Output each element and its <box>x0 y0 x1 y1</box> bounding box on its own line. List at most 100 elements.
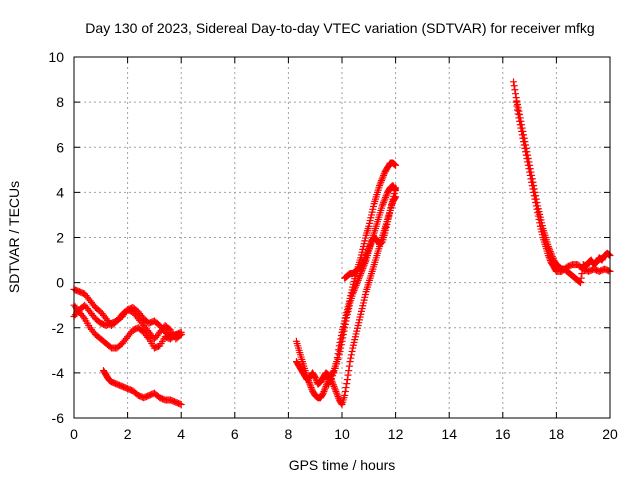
data-point-marker <box>530 192 538 200</box>
data-point-marker <box>532 202 540 210</box>
data-point-marker <box>512 90 520 98</box>
data-point-marker <box>345 362 353 370</box>
x-tick-label: 6 <box>231 426 239 442</box>
x-tick-label: 18 <box>549 426 565 442</box>
data-point-marker <box>341 387 349 395</box>
data-point-marker <box>332 387 340 395</box>
data-point-marker <box>526 168 534 176</box>
y-tick-label: -2 <box>52 320 65 336</box>
data-point-marker <box>510 82 518 90</box>
data-point-marker <box>307 384 315 392</box>
data-point-marker <box>522 148 530 156</box>
data-point-marker <box>345 367 353 375</box>
data-point-marker <box>366 241 374 249</box>
data-point-marker <box>381 195 389 203</box>
data-point-marker <box>520 138 528 146</box>
data-point-marker <box>546 255 554 263</box>
y-tick-label: 4 <box>56 184 64 200</box>
data-point-marker <box>331 386 339 394</box>
data-point-marker <box>382 192 390 200</box>
data-point-marker <box>342 384 350 392</box>
data-point-marker <box>513 102 521 110</box>
data-point-marker <box>515 114 523 122</box>
data-point-marker <box>333 360 341 368</box>
axis-layer: 0 2 4 6 8 10 12 14 16 18 20 -6 -4 -2 0 2 4 6 8 10 <box>48 49 618 442</box>
data-point-marker <box>530 188 538 196</box>
x-tick-label: 4 <box>177 426 185 442</box>
data-point-marker <box>529 185 537 193</box>
data-point-marker <box>343 380 351 388</box>
data-point-marker <box>516 117 524 125</box>
data-point-marker <box>378 177 386 185</box>
x-tick-label: 2 <box>124 426 132 442</box>
data-point-marker <box>365 245 373 253</box>
data-point-marker <box>518 127 526 135</box>
x-tick-label: 12 <box>388 426 404 442</box>
data-point-marker <box>523 155 531 163</box>
data-point-marker <box>337 344 345 352</box>
y-tick-label: 2 <box>56 230 64 246</box>
data-point-marker <box>532 199 540 207</box>
series-track-8 <box>341 184 400 282</box>
data-point-marker <box>349 288 357 296</box>
data-point-marker <box>349 290 357 298</box>
data-point-marker <box>518 131 526 139</box>
data-point-marker <box>392 184 400 192</box>
data-point-marker <box>377 178 385 186</box>
data-point-marker <box>307 382 315 390</box>
data-point-marker <box>392 161 400 169</box>
data-point-marker <box>177 400 185 408</box>
data-point-marker <box>511 86 519 94</box>
data-point-marker <box>354 276 362 284</box>
x-tick-label: 0 <box>70 426 78 442</box>
data-point-marker <box>524 158 532 166</box>
data-point-marker <box>521 144 529 152</box>
series-track-4 <box>99 367 185 408</box>
y-tick-label: 6 <box>56 139 64 155</box>
data-point-marker <box>520 141 528 149</box>
series-track-6 <box>292 193 400 408</box>
data-point-marker <box>355 275 363 283</box>
plot-frame <box>73 56 611 419</box>
data-point-marker <box>341 320 349 328</box>
data-point-marker <box>336 347 344 355</box>
data-point-marker <box>350 287 358 295</box>
data-point-marker <box>526 171 534 179</box>
data-point-marker <box>341 391 349 399</box>
data-point-marker <box>343 314 351 322</box>
data-point-marker <box>356 271 364 279</box>
data-point-marker <box>519 134 527 142</box>
series-track-10 <box>512 98 614 275</box>
data-point-marker <box>341 324 349 332</box>
data-point-marker <box>378 202 386 210</box>
data-point-marker <box>516 121 524 129</box>
data-point-marker <box>361 255 369 263</box>
data-point-marker <box>79 313 87 321</box>
data-point-marker <box>330 369 338 377</box>
data-point-marker <box>510 78 518 86</box>
data-point-marker <box>528 182 536 190</box>
y-tick-label: 8 <box>56 94 64 110</box>
x-axis-title: GPS time / hours <box>289 457 396 473</box>
series-track-3 <box>70 301 185 341</box>
data-point-marker <box>331 384 339 392</box>
data-point-marker <box>339 334 347 342</box>
data-point-marker <box>351 285 359 293</box>
data-point-marker <box>524 161 532 169</box>
data-point-marker <box>334 355 342 363</box>
data-point-marker <box>333 391 341 399</box>
data-point-marker <box>353 280 361 288</box>
x-tick-label: 20 <box>602 426 618 442</box>
data-point-marker <box>528 178 536 186</box>
data-point-marker <box>321 386 329 394</box>
data-point-marker <box>525 165 533 173</box>
data-point-marker <box>380 197 388 205</box>
data-point-marker <box>514 106 522 114</box>
data-point-marker <box>531 195 539 203</box>
data-point-marker <box>514 110 522 118</box>
data-point-marker <box>376 180 384 188</box>
data-point-marker <box>380 199 388 207</box>
data-point-marker <box>545 253 553 261</box>
data-point-marker <box>534 212 542 220</box>
